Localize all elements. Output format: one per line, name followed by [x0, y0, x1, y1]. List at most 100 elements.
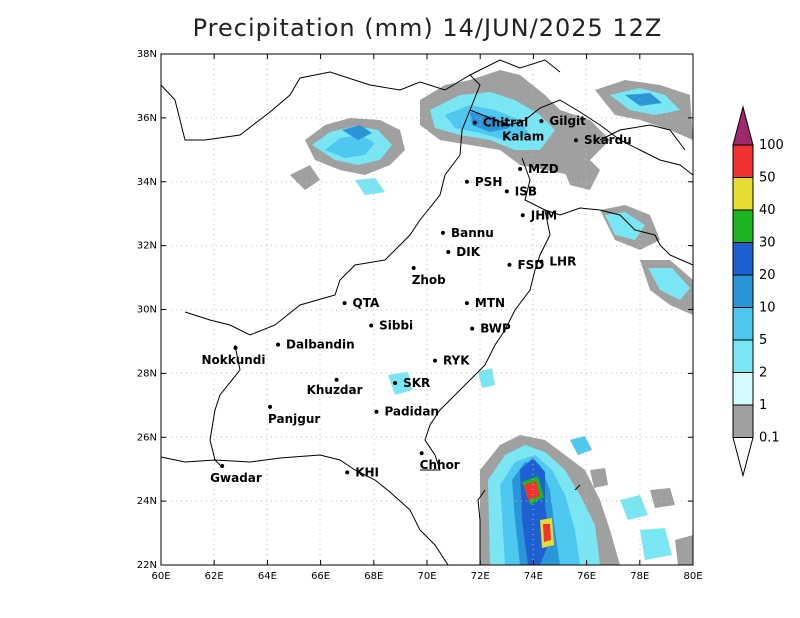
map-title: Precipitation (mm) 14/JUN/2025 12Z	[192, 14, 663, 42]
city-dot	[369, 323, 374, 328]
city-dot	[518, 166, 523, 171]
city-dot	[334, 377, 339, 382]
lat-tick-label: 26N	[137, 432, 157, 443]
city-label: KHI	[355, 465, 379, 479]
colorbar-segment	[732, 209, 754, 243]
latitude-labels: 22N 24N 26N 28N 30N 32N 34N 36N 38N	[137, 49, 157, 571]
city-label: Bannu	[451, 226, 494, 240]
lon-tick-label: 80E	[683, 571, 702, 582]
city-label: ISB	[515, 184, 537, 198]
city-label: Padidan	[384, 405, 439, 419]
city-dot	[502, 122, 507, 127]
tick-marks	[160, 53, 694, 566]
lat-tick-label: 30N	[137, 305, 157, 316]
longitude-labels: 60E 62E 64E 66E 68E 70E 72E 74E 76E 78E 80E	[151, 571, 702, 582]
country-borders	[160, 59, 694, 566]
city-dot	[419, 451, 424, 456]
city-label: Nokkundi	[201, 353, 265, 367]
city-dot	[464, 301, 469, 306]
city-dot	[342, 301, 347, 306]
colorbar-label: 20	[759, 268, 776, 283]
lon-tick-label: 66E	[311, 571, 330, 582]
precip-shading	[290, 70, 693, 565]
city-label: DIK	[456, 245, 480, 259]
colorbar-segment	[732, 372, 754, 406]
lon-tick-label: 64E	[258, 571, 277, 582]
city-label: Chitral	[483, 116, 528, 130]
lat-tick-label: 36N	[137, 113, 157, 124]
city-label: QTA	[353, 296, 380, 310]
colorbar-segment	[732, 339, 754, 373]
city-dot	[539, 119, 544, 124]
city-dot	[470, 326, 475, 331]
city-label: RYK	[443, 354, 470, 368]
colorbar-segment	[732, 144, 754, 178]
lat-tick-label: 28N	[137, 368, 157, 379]
colorbar-label: 100	[759, 138, 784, 153]
city-dot	[393, 380, 398, 385]
city-label: MTN	[475, 296, 505, 310]
city-dot	[432, 358, 437, 363]
city-markers: Chitral Gilgit Kalam Skardu MZD PSH ISB JHM Bann…	[201, 114, 631, 485]
city-dot	[374, 409, 379, 414]
city-label: SKR	[403, 376, 430, 390]
lon-tick-label: 78E	[630, 571, 649, 582]
city-dot	[504, 189, 509, 194]
lon-tick-label: 76E	[577, 571, 596, 582]
colorbar-segment	[732, 404, 754, 438]
city-label: Kalam	[502, 129, 544, 143]
city-dot	[411, 265, 416, 270]
lon-tick-label: 74E	[524, 571, 543, 582]
lon-tick-label: 60E	[151, 571, 170, 582]
city-label: Skardu	[584, 133, 632, 147]
city-dot	[573, 138, 578, 143]
city-label: Dalbandin	[286, 338, 355, 352]
lon-tick-label: 68E	[364, 571, 383, 582]
lat-tick-label: 32N	[137, 241, 157, 252]
city-label: MZD	[528, 162, 559, 176]
lat-tick-label: 38N	[137, 49, 157, 60]
city-dot	[440, 230, 445, 235]
city-dot	[507, 262, 512, 267]
colorbar-label: 40	[759, 203, 776, 218]
city-label: Gilgit	[549, 114, 586, 128]
lon-tick-label: 72E	[471, 571, 490, 582]
city-dot	[345, 470, 350, 475]
lon-tick-label: 70E	[417, 571, 436, 582]
city-dot	[233, 345, 238, 350]
colorbar-segment	[732, 242, 754, 276]
colorbar-label: 30	[759, 236, 776, 251]
city-dot	[539, 259, 544, 264]
colorbar-segment	[732, 307, 754, 341]
lat-tick-label: 24N	[137, 496, 157, 507]
city-dot	[520, 213, 525, 218]
map-grid	[161, 54, 693, 565]
city-label: Zhob	[412, 273, 446, 287]
city-dot	[446, 250, 451, 255]
colorbar: 0.1 1 2 5 10 20 30 40 50 100	[732, 105, 784, 478]
city-label: Chhor	[420, 458, 460, 472]
colorbar-top-arrow	[732, 105, 754, 146]
city-label: Panjgur	[268, 412, 320, 426]
colorbar-segment	[732, 274, 754, 308]
city-dot	[268, 404, 273, 409]
city-label: JHM	[530, 208, 557, 222]
colorbar-segment	[732, 177, 754, 211]
city-label: Gwadar	[210, 471, 262, 485]
colorbar-label: 50	[759, 171, 776, 186]
city-dot	[220, 463, 225, 468]
colorbar-bottom-arrow	[732, 437, 754, 478]
lat-tick-label: 34N	[137, 177, 157, 188]
city-dot	[276, 342, 281, 347]
city-label: LHR	[549, 255, 576, 269]
city-label: FSD	[517, 258, 544, 272]
city-dot	[472, 120, 477, 125]
city-label: Khuzdar	[307, 383, 363, 397]
colorbar-label: 10	[759, 301, 776, 316]
colorbar-label: 2	[759, 366, 767, 381]
lon-tick-label: 62E	[205, 571, 224, 582]
lat-tick-label: 22N	[137, 560, 157, 571]
colorbar-label: 1	[759, 398, 767, 413]
city-label: BWP	[480, 322, 511, 336]
